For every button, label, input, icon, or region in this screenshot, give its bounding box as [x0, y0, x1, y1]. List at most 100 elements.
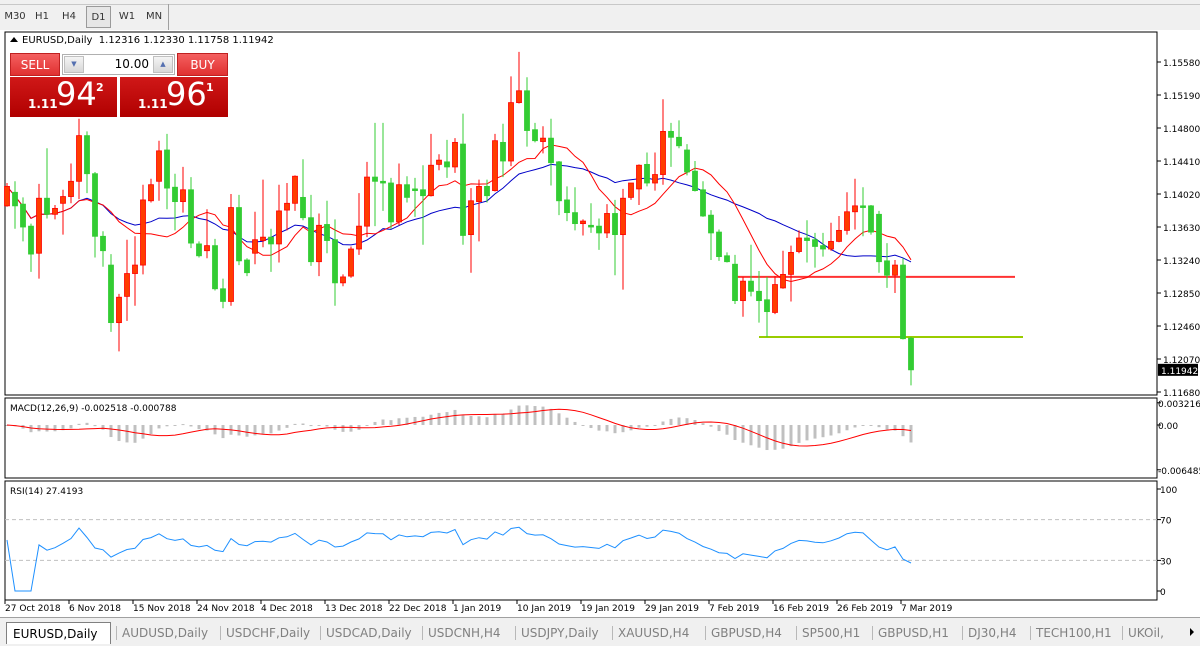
bearish-candle[interactable] [300, 196, 306, 219]
bearish-candle[interactable] [28, 225, 34, 255]
bearish-candle[interactable] [84, 135, 90, 175]
bullish-candle[interactable] [148, 184, 154, 202]
bearish-candle[interactable] [388, 182, 394, 223]
chart-tab[interactable]: DJ30,H4 [968, 626, 1017, 640]
bullish-candle[interactable] [180, 189, 186, 203]
bearish-candle[interactable] [484, 185, 490, 197]
bullish-candle[interactable] [428, 164, 434, 197]
bullish-candle[interactable] [156, 150, 162, 182]
bullish-candle[interactable] [36, 197, 42, 254]
bullish-candle[interactable] [284, 202, 290, 211]
bearish-candle[interactable] [404, 184, 410, 198]
bullish-candle[interactable] [228, 207, 234, 302]
bearish-candle[interactable] [236, 207, 242, 262]
bullish-candle[interactable] [844, 211, 850, 231]
bearish-candle[interactable] [868, 205, 874, 233]
bullish-candle[interactable] [788, 251, 794, 275]
bullish-candle[interactable] [116, 296, 122, 324]
bearish-candle[interactable] [884, 260, 890, 276]
volume-stepper[interactable]: ▼ 10.00 ▲ [62, 54, 175, 75]
bearish-candle[interactable] [548, 137, 554, 164]
bullish-candle[interactable] [620, 197, 626, 236]
timeframe-d1-button[interactable]: D1 [86, 6, 111, 28]
timeframe-h4-button[interactable]: H4 [62, 11, 76, 22]
bullish-candle[interactable] [316, 224, 322, 263]
bearish-candle[interactable] [756, 290, 762, 302]
scroll-right-arrow-icon[interactable] [1190, 628, 1194, 636]
bullish-candle[interactable] [652, 174, 658, 184]
bearish-candle[interactable] [572, 212, 578, 225]
bearish-candle[interactable] [564, 199, 570, 214]
volume-input[interactable]: 10.00 [114, 57, 149, 71]
bearish-candle[interactable] [420, 189, 426, 197]
buy-button[interactable]: BUY [177, 53, 228, 76]
bearish-candle[interactable] [612, 213, 618, 236]
triangle-up-icon[interactable] [10, 37, 18, 42]
bullish-candle[interactable] [636, 164, 642, 190]
bearish-candle[interactable] [308, 217, 314, 263]
bearish-candle[interactable] [588, 224, 594, 228]
bullish-candle[interactable] [492, 140, 498, 192]
bullish-candle[interactable] [660, 130, 666, 175]
bullish-candle[interactable] [740, 280, 746, 302]
bullish-candle[interactable] [132, 264, 138, 274]
timeframe-m30-button[interactable]: M30 [4, 11, 26, 22]
bullish-candle[interactable] [508, 102, 514, 162]
bullish-candle[interactable] [604, 213, 610, 234]
bearish-candle[interactable] [44, 197, 50, 215]
bullish-candle[interactable] [628, 182, 634, 198]
chart-tab[interactable]: USDJPY,Daily [521, 626, 599, 640]
bearish-candle[interactable] [108, 264, 114, 324]
bearish-candle[interactable] [596, 225, 602, 234]
bearish-candle[interactable] [716, 231, 722, 258]
bearish-candle[interactable] [732, 263, 738, 302]
bullish-candle[interactable] [204, 245, 210, 252]
decrease-volume-icon[interactable]: ▼ [64, 56, 84, 73]
bearish-candle[interactable] [92, 173, 98, 237]
bullish-candle[interactable] [828, 240, 834, 250]
buy-price-button[interactable]: 1.11 96 1 [120, 75, 228, 117]
bullish-candle[interactable] [892, 264, 898, 276]
bullish-candle[interactable] [476, 185, 482, 203]
bullish-candle[interactable] [340, 276, 346, 284]
bearish-candle[interactable] [700, 189, 706, 217]
bearish-candle[interactable] [196, 243, 202, 257]
bearish-candle[interactable] [748, 280, 754, 292]
bullish-candle[interactable] [852, 205, 858, 213]
bearish-candle[interactable] [860, 205, 866, 208]
bullish-candle[interactable] [52, 207, 58, 215]
bearish-candle[interactable] [324, 224, 330, 241]
bullish-candle[interactable] [436, 159, 442, 165]
bearish-candle[interactable] [820, 245, 826, 250]
bearish-candle[interactable] [372, 176, 378, 182]
bearish-candle[interactable] [812, 239, 818, 247]
bullish-candle[interactable] [516, 90, 522, 104]
bearish-candle[interactable] [444, 161, 450, 168]
bullish-candle[interactable] [140, 199, 146, 266]
bearish-candle[interactable] [644, 163, 650, 184]
bearish-candle[interactable] [900, 264, 906, 340]
sell-price-button[interactable]: 1.11 94 2 [10, 75, 117, 117]
chart-tab[interactable]: SP500,H1 [802, 626, 861, 640]
bullish-candle[interactable] [68, 180, 74, 197]
bearish-candle[interactable] [764, 299, 770, 313]
bearish-candle[interactable] [804, 237, 810, 241]
timeframe-mn-button[interactable]: MN [145, 11, 163, 22]
bullish-candle[interactable] [452, 141, 458, 168]
bearish-candle[interactable] [556, 161, 562, 202]
bullish-candle[interactable] [4, 185, 10, 207]
bullish-candle[interactable] [276, 210, 282, 245]
chart-tab[interactable]: GBPUSD,H1 [878, 626, 949, 640]
bearish-candle[interactable] [676, 136, 682, 147]
bullish-candle[interactable] [260, 236, 266, 241]
bearish-candle[interactable] [524, 90, 530, 131]
bearish-candle[interactable] [268, 236, 274, 245]
bearish-candle[interactable] [164, 149, 170, 189]
bearish-candle[interactable] [668, 130, 674, 138]
bullish-candle[interactable] [836, 229, 842, 242]
bullish-candle[interactable] [348, 248, 354, 277]
bullish-candle[interactable] [76, 135, 82, 182]
bullish-candle[interactable] [60, 196, 66, 204]
bullish-candle[interactable] [292, 175, 298, 204]
bearish-candle[interactable] [908, 337, 914, 371]
